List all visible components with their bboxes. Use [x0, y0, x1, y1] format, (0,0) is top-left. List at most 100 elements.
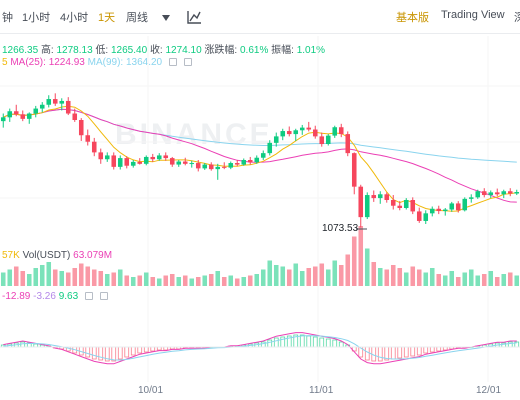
macd-bar [364, 346, 370, 361]
volume-bar [442, 275, 448, 286]
volume-bar [423, 272, 429, 286]
settings-icon[interactable] [84, 292, 93, 301]
volume-bar [377, 268, 383, 286]
macd-bar [436, 346, 442, 352]
candle-body [345, 134, 351, 154]
volume-bar [85, 266, 91, 286]
candle-body [163, 155, 169, 159]
low-label: 低: [95, 45, 109, 56]
interval-4h[interactable]: 4小时 [60, 12, 89, 24]
candle-body [46, 99, 52, 105]
candle-body [98, 152, 104, 160]
macd-bar [325, 338, 331, 348]
low-price-callout: 1073.53 [322, 223, 359, 234]
settings-icon[interactable] [168, 58, 177, 67]
volume-bar [208, 274, 214, 286]
macd-bar [377, 346, 383, 362]
interval-minute[interactable]: 钟 [2, 12, 13, 24]
volume-bar [514, 275, 520, 286]
candle-body [358, 186, 364, 218]
volume-bar [416, 269, 422, 286]
volume-bar [72, 268, 78, 286]
view-tradingview[interactable]: Trading View [441, 9, 505, 21]
close-icon[interactable] [99, 292, 108, 301]
caret-down-icon[interactable] [161, 14, 171, 22]
view-basic[interactable]: 基本版 [396, 12, 429, 24]
candle-body [468, 197, 474, 199]
candle-body [501, 191, 507, 195]
ma99-value: 1364.20 [125, 57, 163, 68]
candle-body [351, 153, 357, 187]
volume-bar [501, 274, 507, 286]
x-axis-label-dec: 12/01 [476, 385, 502, 396]
interval-week[interactable]: 周线 [126, 12, 148, 24]
volume-value: 63.079M [73, 250, 113, 261]
candle-body [111, 155, 117, 167]
macd-bar [150, 346, 156, 352]
volume-bar [254, 274, 260, 286]
x-axis-label-nov: 11/01 [309, 385, 334, 396]
change-label: 涨跌幅: [204, 45, 238, 56]
candle-body [319, 136, 325, 144]
volume-bar [176, 277, 182, 286]
volume-bar [241, 277, 247, 286]
volume-prefix: 57K [2, 250, 20, 261]
macd-bar [299, 334, 305, 348]
volume-bar [397, 268, 403, 286]
interval-1d[interactable]: 1天 [98, 12, 116, 24]
candle-body [494, 192, 500, 195]
volume-bar [150, 277, 156, 286]
macd-info-row: -12.89 -3.26 9.63 [2, 291, 108, 302]
low-value: 1265.40 [111, 45, 148, 56]
close-icon[interactable] [183, 58, 192, 67]
volume-bar [111, 272, 117, 286]
macd-bar [20, 341, 26, 348]
macd-hist: 9.63 [58, 291, 79, 302]
volume-bar [475, 275, 481, 286]
macd-bar [423, 346, 429, 354]
macd-bar [273, 337, 279, 348]
ma25-label: MA(25): [10, 57, 46, 68]
volume-bar [189, 278, 195, 286]
volume-bar [345, 254, 351, 286]
amplitude-value: 1.01% [296, 45, 326, 56]
volume-bar [124, 275, 130, 286]
macd-bar [137, 346, 143, 354]
macd-bar [429, 346, 435, 353]
volume-bar [299, 271, 305, 286]
macd-bar [403, 346, 409, 358]
candle-body [410, 200, 416, 212]
interval-1h[interactable]: 1小时 [22, 12, 51, 24]
candle-body [208, 164, 214, 170]
volume-bar [234, 278, 240, 286]
open-value: 1266.35 [2, 45, 39, 56]
volume-bar [247, 275, 253, 286]
candle-body [514, 192, 520, 194]
candle-body [423, 213, 429, 221]
volume-bar [507, 272, 513, 286]
volume-bar [332, 260, 338, 286]
volume-bar [20, 271, 26, 286]
macd-bar [130, 346, 136, 356]
indicator-chart-icon[interactable] [186, 9, 202, 25]
volume-bar [104, 274, 110, 286]
candle-body [371, 195, 377, 199]
chart-toolbar: 钟 1小时 4小时 1天 周线 基本版 Trading View 深 [0, 0, 520, 34]
volume-bar [319, 263, 325, 286]
ma25-value: 1224.93 [48, 57, 85, 68]
view-depth[interactable]: 深 [514, 12, 520, 24]
amplitude-label: 振幅: [271, 45, 294, 56]
volume-bar [325, 269, 331, 286]
candle-body [215, 166, 221, 170]
ma99-line [3, 108, 517, 163]
candle-body [13, 111, 19, 115]
macd-bar [98, 346, 104, 361]
macd-bar [312, 336, 318, 348]
candle-body [130, 161, 136, 166]
candle-body [488, 192, 494, 196]
volume-bar [338, 265, 344, 286]
macd-bar [124, 346, 130, 358]
macd-bar [111, 346, 117, 362]
macd-bar [306, 335, 312, 348]
